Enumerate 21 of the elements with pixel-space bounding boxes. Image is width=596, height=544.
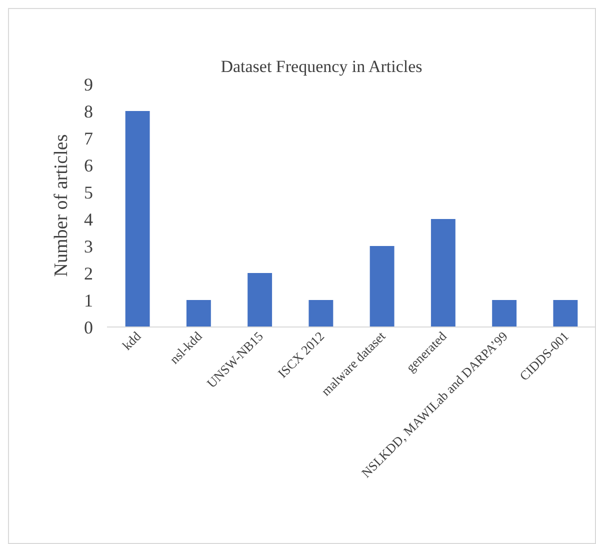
bar	[553, 300, 578, 327]
y-tick-label: 8	[84, 101, 93, 122]
y-axis-title: Number of articles	[51, 134, 72, 277]
bar	[308, 300, 334, 327]
bar	[370, 246, 394, 327]
y-tick-label: 4	[84, 209, 93, 230]
y-tick-label: 7	[84, 128, 93, 148]
y-tick-label: 1	[84, 290, 93, 310]
bar	[248, 273, 272, 327]
y-tick-label: 5	[84, 182, 93, 202]
y-tick-label: 0	[84, 317, 93, 338]
y-tick-label: 3	[84, 236, 93, 256]
bar	[492, 300, 517, 327]
y-tick-label: 6	[84, 155, 93, 176]
y-tick-label: 9	[84, 74, 93, 94]
bar	[125, 111, 150, 327]
bar	[186, 300, 211, 327]
bar	[430, 219, 456, 327]
x-tick-label: kdd	[119, 328, 144, 353]
chart-title: Dataset Frequency in Articles	[220, 57, 422, 76]
y-tick-label: 2	[84, 263, 93, 284]
